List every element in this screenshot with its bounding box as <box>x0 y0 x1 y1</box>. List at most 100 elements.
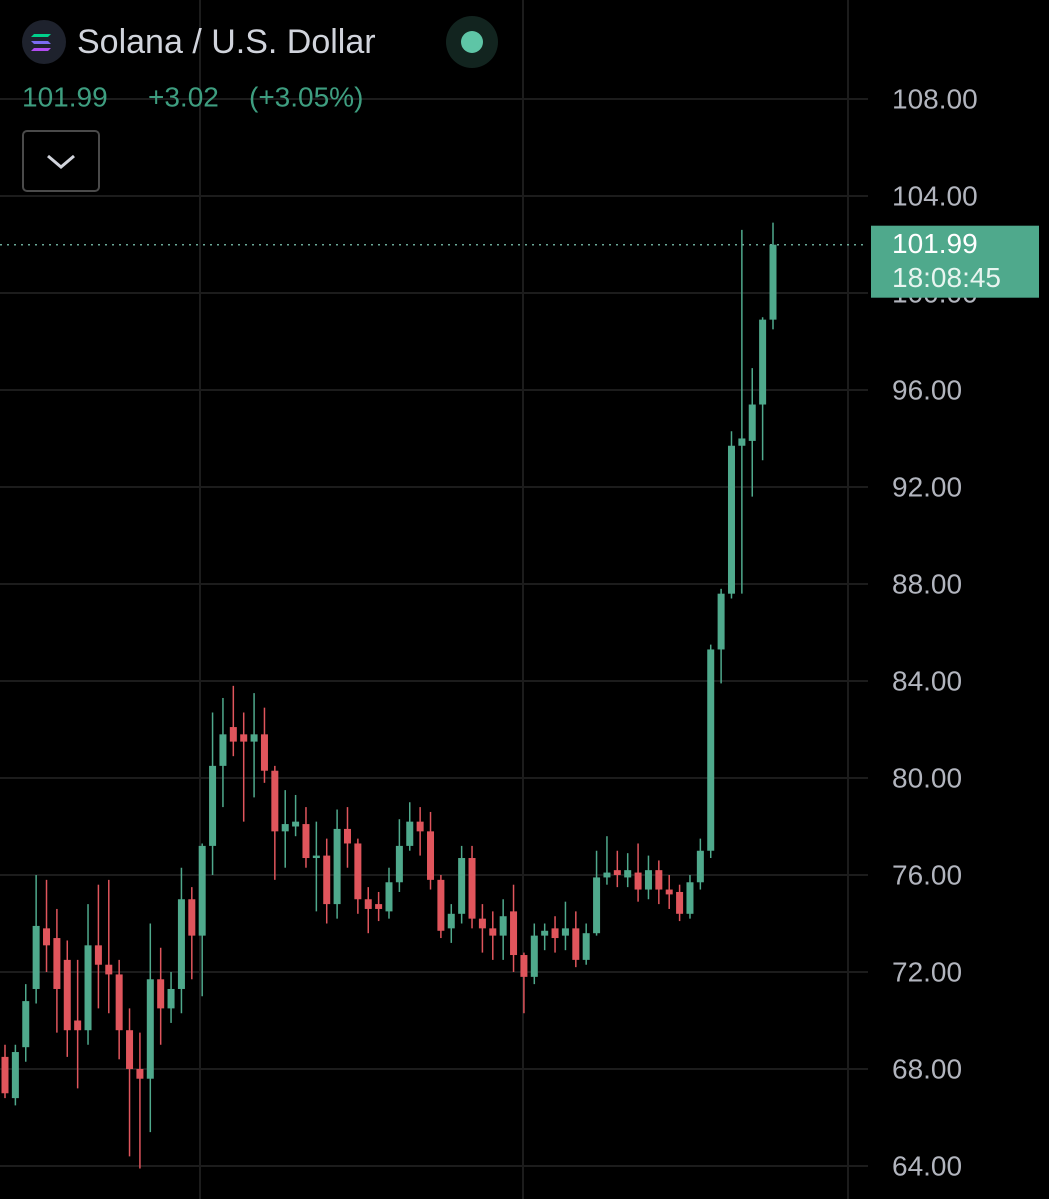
candle-body <box>229 727 237 742</box>
status-dot <box>461 31 483 53</box>
candle-body <box>769 244 777 320</box>
candle-body <box>520 955 528 977</box>
y-tick-label: 108.00 <box>892 83 978 114</box>
candle-body <box>655 870 663 890</box>
candle-body <box>333 828 341 905</box>
candle-body <box>343 828 351 844</box>
price-tag <box>871 225 1039 298</box>
y-tick-label: 88.00 <box>892 568 962 599</box>
candle-body <box>593 877 601 934</box>
candle-body <box>717 593 725 650</box>
candle-body <box>707 649 715 851</box>
candle-body <box>188 899 196 936</box>
candle-body <box>634 872 642 890</box>
candle-body <box>499 916 507 936</box>
candle-body <box>613 870 621 875</box>
candle-body <box>260 734 268 771</box>
y-tick-label: 84.00 <box>892 665 962 696</box>
candle-body <box>427 831 435 880</box>
candle-body <box>696 850 704 883</box>
candle-body <box>364 899 372 909</box>
candle-body <box>665 889 673 895</box>
candle-body <box>406 821 414 846</box>
candle-body <box>146 979 154 1079</box>
last-price: 101.99 <box>22 81 108 112</box>
candle-body <box>686 882 694 914</box>
candle-body <box>43 928 51 946</box>
candle-body <box>32 925 40 989</box>
candle-body <box>489 928 497 936</box>
candle-body <box>478 918 486 929</box>
y-tick-label: 76.00 <box>892 859 962 890</box>
candle-body <box>551 928 559 939</box>
candle-body <box>416 821 424 832</box>
header: Solana / U.S. Dollar 101.99 +3.02 (+3.05… <box>22 16 498 192</box>
candle-body <box>240 734 248 742</box>
candle-body <box>510 911 518 956</box>
candle-body <box>385 882 393 912</box>
candle-body <box>468 858 476 919</box>
candle-body <box>458 858 466 914</box>
candle-body <box>572 928 580 960</box>
logo-stripe <box>31 48 51 51</box>
logo-stripe <box>31 34 51 37</box>
candle-body <box>748 404 756 441</box>
candle-body <box>53 938 61 989</box>
candle-body <box>530 935 538 977</box>
price-change: +3.02 <box>148 81 219 112</box>
candle-body <box>624 870 632 878</box>
candle-body <box>209 765 217 846</box>
candle-body <box>63 959 71 1031</box>
candle-body <box>115 974 123 1031</box>
candle-body <box>644 870 652 890</box>
price-tag-value: 101.99 <box>892 228 978 259</box>
collapse-button[interactable] <box>22 130 100 192</box>
candle-body <box>157 979 165 1009</box>
candle-body <box>219 734 227 766</box>
candle-body <box>447 913 455 929</box>
y-tick-label: 80.00 <box>892 762 962 793</box>
y-tick-label: 64.00 <box>892 1150 962 1181</box>
y-tick-label: 104.00 <box>892 180 978 211</box>
candle-body <box>271 770 279 832</box>
candle-body <box>561 928 569 936</box>
candle-body <box>541 930 549 936</box>
logo-stripe <box>31 41 51 44</box>
candle-body <box>250 734 258 742</box>
candle-body <box>126 1030 134 1070</box>
candle-body <box>582 933 590 960</box>
y-tick-label: 68.00 <box>892 1053 962 1084</box>
candle-body <box>177 899 185 989</box>
candle-body <box>74 1020 82 1031</box>
candle-body <box>1 1056 9 1094</box>
candle-body <box>375 904 383 909</box>
candle-body <box>312 855 320 859</box>
candle-body <box>302 824 310 859</box>
candle-body <box>198 845 206 936</box>
candle-body <box>727 445 735 594</box>
candle-body <box>395 845 403 883</box>
symbol-title: Solana / U.S. Dollar <box>77 23 376 61</box>
candle-body <box>437 879 445 931</box>
candle-body <box>292 821 300 827</box>
y-tick-label: 96.00 <box>892 374 962 405</box>
candle-body <box>94 945 102 965</box>
candle-body <box>136 1069 144 1079</box>
candle-body <box>323 855 331 905</box>
price-tag-countdown: 18:08:45 <box>892 262 1001 293</box>
candle-body <box>738 438 746 446</box>
candle-body <box>354 843 362 900</box>
candle-body <box>84 945 92 1031</box>
y-tick-label: 92.00 <box>892 471 962 502</box>
candle-body <box>281 824 289 832</box>
candle-body <box>759 319 767 405</box>
candle-body <box>22 1001 30 1048</box>
candle-body <box>167 988 175 1009</box>
candle-body <box>603 872 611 878</box>
y-tick-label: 72.00 <box>892 956 962 987</box>
candle-body <box>676 891 684 914</box>
candle-body <box>11 1052 19 1099</box>
chevron-icon <box>47 154 75 169</box>
